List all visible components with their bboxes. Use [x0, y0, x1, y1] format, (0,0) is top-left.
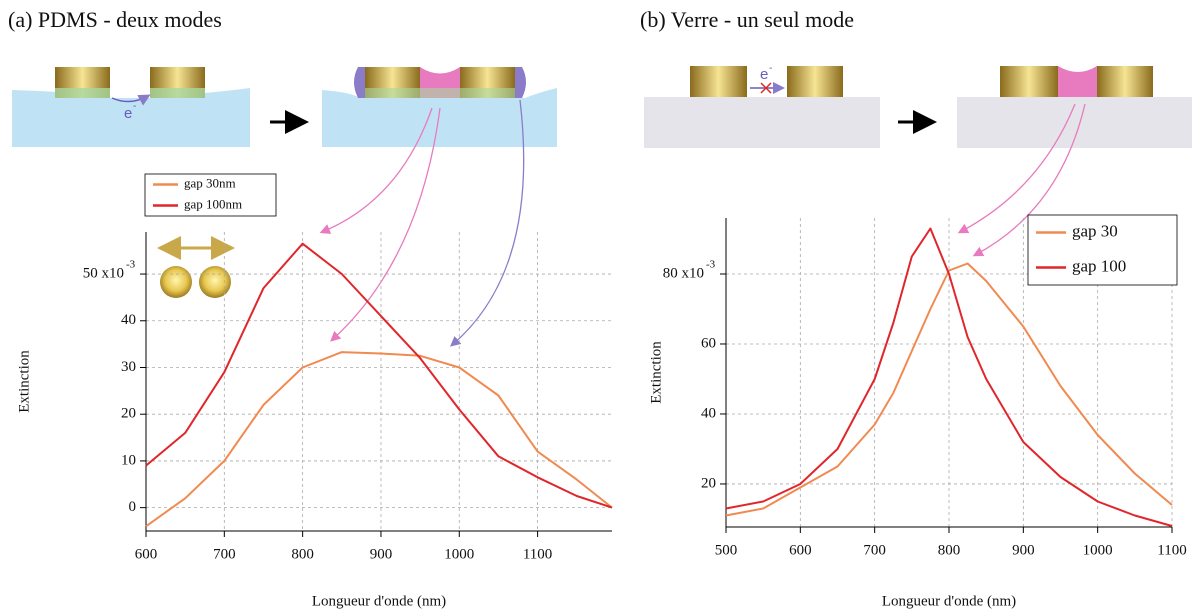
x-tick-label: 800 [291, 546, 314, 562]
electron-label: e [760, 66, 768, 83]
x-tick-label: 700 [213, 546, 236, 562]
y-tick-label: 80 x10 [663, 265, 704, 281]
x-tick-label: 500 [715, 542, 738, 558]
x-tick-label: 600 [789, 542, 812, 558]
embedded-part [150, 88, 205, 98]
gold-block [1097, 66, 1153, 97]
nanoparticle [160, 266, 192, 298]
bridge [1058, 66, 1097, 97]
y-tick-label: 10 [121, 452, 136, 468]
x-axis-label: Longueur d'onde (nm) [882, 593, 1016, 609]
y-tick-label: 20 [121, 406, 136, 422]
data-line [145, 242, 613, 509]
glass-substrate [644, 97, 880, 148]
embedded-part [55, 88, 110, 98]
data-line [145, 351, 613, 528]
x-tick-label: 1000 [1083, 542, 1113, 558]
x-axis-label: Longueur d'onde (nm) [312, 593, 446, 609]
y-tick-label: 50 x10 [83, 265, 124, 281]
data-line [725, 262, 1173, 517]
x-tick-label: 600 [135, 546, 158, 562]
blocked-mark [760, 82, 772, 94]
pointer-arrow [330, 107, 441, 342]
gold-block [1000, 66, 1058, 97]
legend-label: gap 100nm [184, 196, 242, 211]
gold-block [787, 66, 843, 97]
chart-title: (b) Verre - un seul mode [640, 7, 854, 32]
bridge-edge [354, 67, 365, 98]
y-exponent: -3 [126, 259, 136, 271]
y-tick-label: 40 [701, 405, 716, 421]
electron-charge: - [133, 100, 136, 111]
x-tick-label: 800 [938, 542, 961, 558]
x-tick-label: 1100 [523, 546, 552, 562]
x-tick-label: 700 [863, 542, 886, 558]
diagrams: e - e - [12, 62, 1192, 347]
nanoparticle [199, 266, 231, 298]
legend-label: gap 100 [1072, 256, 1126, 275]
electron-label: e [124, 105, 132, 122]
pointer-arrow [450, 99, 525, 347]
legend-label: gap 30nm [184, 175, 236, 190]
x-tick-label: 1000 [444, 546, 474, 562]
gold-block [690, 66, 747, 97]
y-axis-label: Extinction [648, 341, 664, 404]
y-exponent: -3 [706, 259, 716, 271]
electron-arrow [111, 94, 151, 106]
y-tick-label: 40 [121, 312, 136, 328]
pdms-substrate [12, 88, 250, 147]
legend-box [1027, 214, 1178, 286]
data-line [725, 227, 1173, 527]
y-axis-label: Extinction [16, 350, 32, 413]
x-tick-label: 1100 [1157, 542, 1186, 558]
electron-charge: - [769, 62, 772, 73]
y-tick-label: 20 [701, 475, 716, 491]
pointer-arrow [957, 103, 1076, 234]
bridge-edge [515, 67, 526, 98]
x-tick-label: 900 [1012, 542, 1035, 558]
x-tick-label: 900 [370, 546, 393, 562]
legend-label: gap 30 [1072, 221, 1118, 240]
y-tick-label: 30 [121, 359, 136, 375]
y-tick-label: 60 [701, 335, 716, 351]
pointer-arrow [972, 103, 1086, 257]
chart-title: (a) PDMS - deux modes [8, 7, 222, 32]
pdms-substrate [322, 88, 557, 147]
legend-box [144, 173, 277, 217]
embedded-part [365, 88, 515, 98]
y-tick-label: 0 [129, 499, 137, 515]
pointer-arrow [319, 107, 433, 234]
